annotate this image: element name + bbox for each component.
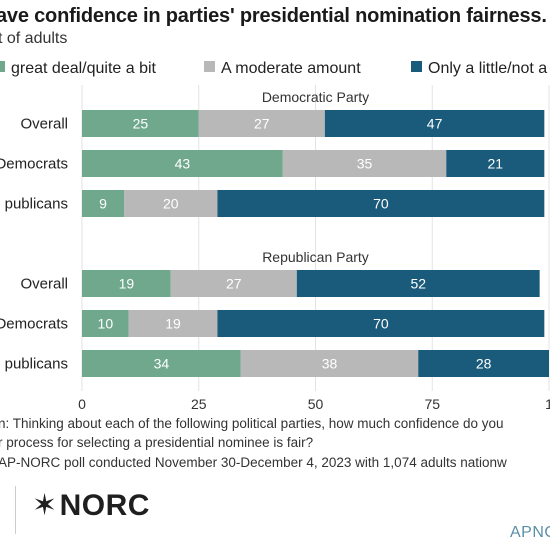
bar-segment — [82, 150, 283, 177]
bar-segment — [82, 270, 171, 297]
category-label: Overall — [20, 116, 68, 133]
group-label: Republican Party — [262, 249, 369, 265]
legend-swatch-moderate — [204, 61, 215, 72]
x-tick-label: 75 — [424, 396, 440, 412]
question-text-line1: n: Thinking about each of the following … — [0, 416, 504, 431]
bar-segment — [198, 110, 325, 137]
bar-segment — [82, 310, 129, 337]
bar-segment — [296, 270, 540, 297]
bar-segment — [82, 110, 199, 137]
bar-segment — [82, 190, 125, 217]
x-tick-label: 1 — [545, 396, 550, 412]
legend: great deal/quite a bit A moderate amount… — [0, 60, 550, 82]
bar-segment — [217, 190, 545, 217]
category-label: Overall — [20, 276, 68, 293]
x-tick-label: 0 — [78, 396, 86, 412]
legend-item-high: great deal/quite a bit — [0, 60, 156, 78]
data-label: 70 — [373, 316, 389, 332]
data-label: 38 — [322, 356, 338, 372]
data-label: 43 — [175, 156, 191, 172]
category-label: Democrats — [0, 316, 68, 333]
legend-item-moderate: A moderate amount — [204, 60, 361, 78]
data-label: 19 — [165, 316, 181, 332]
bar-segment — [170, 270, 297, 297]
data-label: 35 — [357, 156, 373, 172]
stacked-bar-chart: Democratic Party Overall 25 27 47 Democrats 43… — [0, 85, 550, 412]
x-tick-label: 25 — [191, 396, 207, 412]
footer-divider — [15, 486, 16, 534]
data-label: 28 — [476, 356, 492, 372]
bar-segment — [324, 110, 545, 137]
group-label: Democratic Party — [262, 89, 369, 105]
legend-label-low: Only a little/not a — [428, 60, 548, 77]
category-label: publicans — [5, 356, 68, 373]
data-label: 34 — [154, 356, 170, 372]
category-label: publicans — [5, 196, 68, 213]
chart-subtitle: t of adults — [0, 30, 68, 47]
legend-label-moderate: A moderate amount — [221, 60, 361, 77]
bar-segment — [446, 150, 545, 177]
data-label: 10 — [98, 316, 114, 332]
bar-segment — [82, 350, 241, 377]
legend-swatch-high — [0, 61, 5, 72]
norc-logo-text: NORC — [59, 489, 150, 522]
chart-title: ave confidence in parties' presidential … — [0, 5, 547, 27]
bar-segment — [124, 190, 218, 217]
legend-label-high: great deal/quite a bit — [11, 60, 156, 77]
bar-segment — [282, 150, 447, 177]
bar-segment — [217, 310, 545, 337]
legend-swatch-low — [411, 61, 422, 72]
data-label: 47 — [427, 116, 443, 132]
data-label: 52 — [410, 276, 426, 292]
legend-item-low: Only a little/not a — [411, 60, 547, 78]
category-label: Democrats — [0, 156, 68, 173]
data-label: 20 — [163, 196, 179, 212]
question-text-line2: r process for selecting a presidential n… — [0, 435, 314, 450]
data-label: 27 — [254, 116, 270, 132]
source-text: AP-NORC poll conducted November 30-Decem… — [0, 455, 507, 470]
norc-logo: ✶NORC — [32, 488, 150, 523]
bar-segment — [240, 350, 419, 377]
x-tick-label: 50 — [308, 396, 324, 412]
data-label: 25 — [133, 116, 149, 132]
data-label: 19 — [119, 276, 135, 292]
bar-segment — [128, 310, 218, 337]
apnorc-brand: APNO — [510, 524, 550, 541]
data-label: 70 — [373, 196, 389, 212]
bar-segment — [418, 350, 549, 377]
norc-star-icon: ✶ — [32, 489, 58, 522]
data-label: 21 — [488, 156, 504, 172]
data-label: 27 — [226, 276, 242, 292]
data-label: 9 — [99, 196, 107, 212]
